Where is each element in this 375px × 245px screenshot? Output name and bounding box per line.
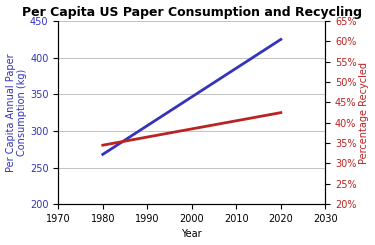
Y-axis label: Percentage Recycled: Percentage Recycled [360, 62, 369, 164]
Y-axis label: Per Capita Annual Paper
Consumption (kg): Per Capita Annual Paper Consumption (kg) [6, 53, 27, 172]
Title: Per Capita US Paper Consumption and Recycling: Per Capita US Paper Consumption and Recy… [22, 6, 362, 19]
X-axis label: Year: Year [182, 230, 202, 239]
